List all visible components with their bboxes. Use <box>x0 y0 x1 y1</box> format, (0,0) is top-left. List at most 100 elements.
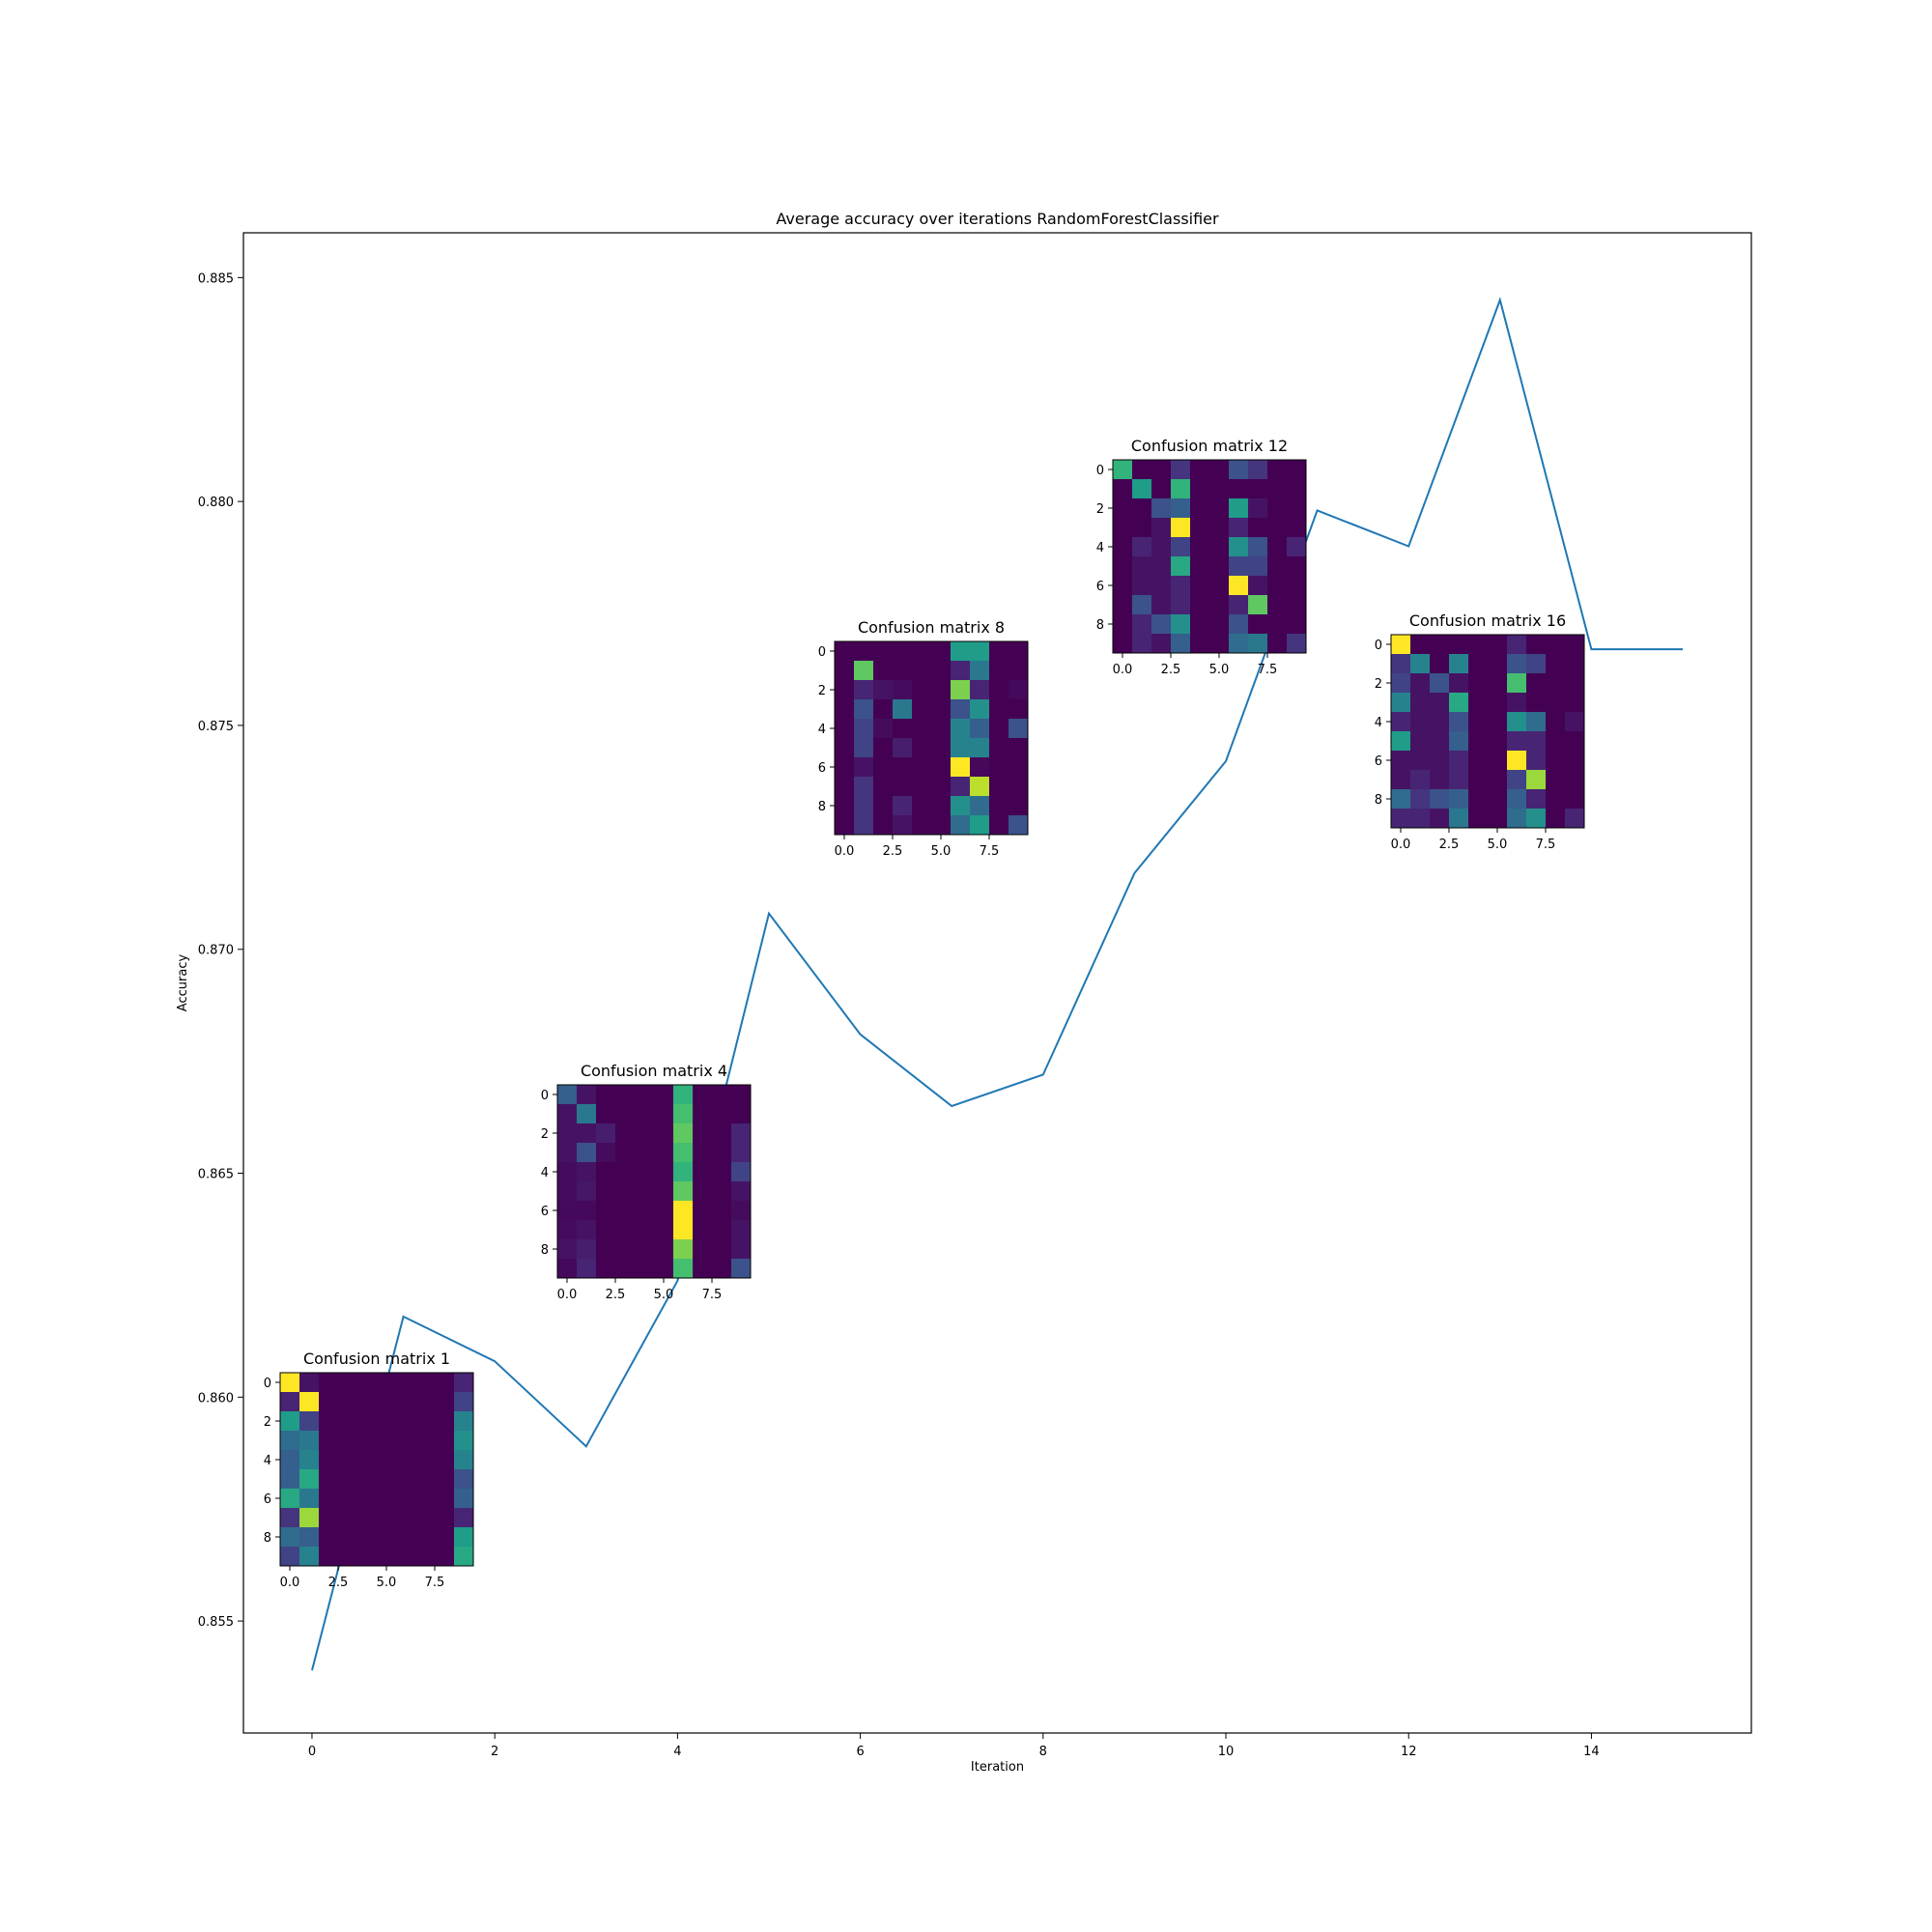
heatmap-cell <box>654 1181 674 1202</box>
heatmap-cell <box>1565 654 1585 674</box>
heatmap-cell <box>1151 614 1172 635</box>
heatmap-cell <box>1190 576 1210 596</box>
heatmap-cell <box>1468 751 1489 771</box>
heatmap-cell <box>396 1392 416 1412</box>
inset-y-tick-label: 4 <box>818 723 826 737</box>
heatmap-cell <box>1190 614 1210 635</box>
heatmap-cell <box>1287 479 1307 499</box>
heatmap-cell <box>1488 693 1508 713</box>
heatmap-cell <box>415 1489 436 1509</box>
heatmap-cell <box>1287 498 1307 519</box>
heatmap-cell <box>596 1085 616 1105</box>
heatmap-cell <box>1229 576 1249 596</box>
heatmap-cell <box>415 1469 436 1490</box>
heatmap-cell <box>912 796 932 816</box>
inset-confusion-matrix <box>275 1372 474 1571</box>
heatmap-cell <box>731 1143 752 1163</box>
inset-x-tick-label: 0.0 <box>280 1576 300 1590</box>
heatmap-cell <box>693 1239 713 1260</box>
heatmap-cell <box>693 1220 713 1240</box>
heatmap-cell <box>377 1431 397 1451</box>
heatmap-cell <box>319 1411 339 1432</box>
heatmap-cell <box>1113 498 1133 519</box>
heatmap-cell <box>673 1143 694 1163</box>
heatmap-cell <box>835 777 855 797</box>
heatmap-cell <box>1287 556 1307 577</box>
heatmap-cell <box>1132 614 1152 635</box>
heatmap-cell <box>873 699 894 720</box>
heatmap-cell <box>951 777 971 797</box>
inset-y-tick-label: 8 <box>541 1243 549 1258</box>
heatmap-cell <box>1009 680 1029 700</box>
heatmap-cell <box>989 699 1009 720</box>
heatmap-cell <box>1209 479 1230 499</box>
heatmap-cell <box>835 815 855 836</box>
heatmap-cell <box>931 719 952 739</box>
heatmap-cell <box>1526 770 1547 790</box>
heatmap-cell <box>1267 518 1288 538</box>
heatmap-cell <box>1488 770 1508 790</box>
heatmap-cell <box>712 1220 732 1240</box>
heatmap-cell <box>1410 635 1431 655</box>
heatmap-cell <box>557 1239 578 1260</box>
heatmap-cell <box>854 719 874 739</box>
heatmap-cell <box>635 1181 655 1202</box>
heatmap-cell <box>989 815 1009 836</box>
heatmap-cell <box>989 661 1009 681</box>
heatmap-cell <box>1565 731 1585 752</box>
heatmap-cell <box>577 1162 597 1182</box>
heatmap-cell <box>280 1489 300 1509</box>
heatmap-cell <box>1229 556 1249 577</box>
heatmap-cell <box>357 1431 378 1451</box>
heatmap-cell <box>712 1201 732 1221</box>
heatmap-cell <box>989 641 1009 662</box>
heatmap-cell <box>1171 556 1191 577</box>
inset-x-tick-label: 5.0 <box>1209 663 1230 677</box>
heatmap-cell <box>1132 479 1152 499</box>
heatmap-cell <box>1229 537 1249 557</box>
heatmap-cell <box>712 1239 732 1260</box>
inset-x-tick-label: 7.5 <box>702 1288 723 1302</box>
inset-y-tick-label: 6 <box>1375 754 1382 769</box>
heatmap-cell <box>1391 751 1411 771</box>
inset-title: Confusion matrix 8 <box>858 618 1005 637</box>
heatmap-cell <box>1151 556 1172 577</box>
heatmap-cell <box>673 1085 694 1105</box>
heatmap-cell <box>577 1143 597 1163</box>
heatmap-cell <box>835 661 855 681</box>
heatmap-cell <box>319 1392 339 1412</box>
heatmap-cell <box>557 1259 578 1279</box>
heatmap-cell <box>1267 576 1288 596</box>
heatmap-cell <box>1151 634 1172 654</box>
heatmap-cell <box>557 1162 578 1182</box>
inset-x-tick-label: 0.0 <box>1391 838 1411 852</box>
heatmap-cell <box>1565 635 1585 655</box>
heatmap-cell <box>280 1411 300 1432</box>
heatmap-cell <box>693 1259 713 1279</box>
heatmap-cell <box>435 1392 455 1412</box>
heatmap-cell <box>615 1162 636 1182</box>
inset-y-tick-label: 6 <box>264 1492 271 1507</box>
heatmap-cell <box>1248 460 1268 480</box>
heatmap-cell <box>396 1527 416 1548</box>
heatmap-cell <box>1151 537 1172 557</box>
inset-title: Confusion matrix 4 <box>581 1062 727 1080</box>
inset-x-tick-label: 2.5 <box>1439 838 1460 852</box>
heatmap-cell <box>893 641 913 662</box>
inset-x-tick-label: 7.5 <box>980 844 1000 859</box>
heatmap-cell <box>951 815 971 836</box>
heatmap-cell <box>1507 751 1527 771</box>
heatmap-cell <box>396 1450 416 1470</box>
heatmap-cell <box>1449 712 1469 732</box>
heatmap-cell <box>596 1181 616 1202</box>
heatmap-cell <box>1449 751 1469 771</box>
heatmap-cell <box>377 1508 397 1528</box>
heatmap-cell <box>970 777 990 797</box>
inset-x-tick-label: 0.0 <box>835 844 855 859</box>
heatmap-cell <box>1410 751 1431 771</box>
heatmap-cell <box>1209 460 1230 480</box>
heatmap-cell <box>1546 635 1566 655</box>
heatmap-cell <box>1151 498 1172 519</box>
inset-y-tick-label: 0 <box>541 1089 549 1103</box>
x-tick-label: 8 <box>1039 1745 1047 1759</box>
